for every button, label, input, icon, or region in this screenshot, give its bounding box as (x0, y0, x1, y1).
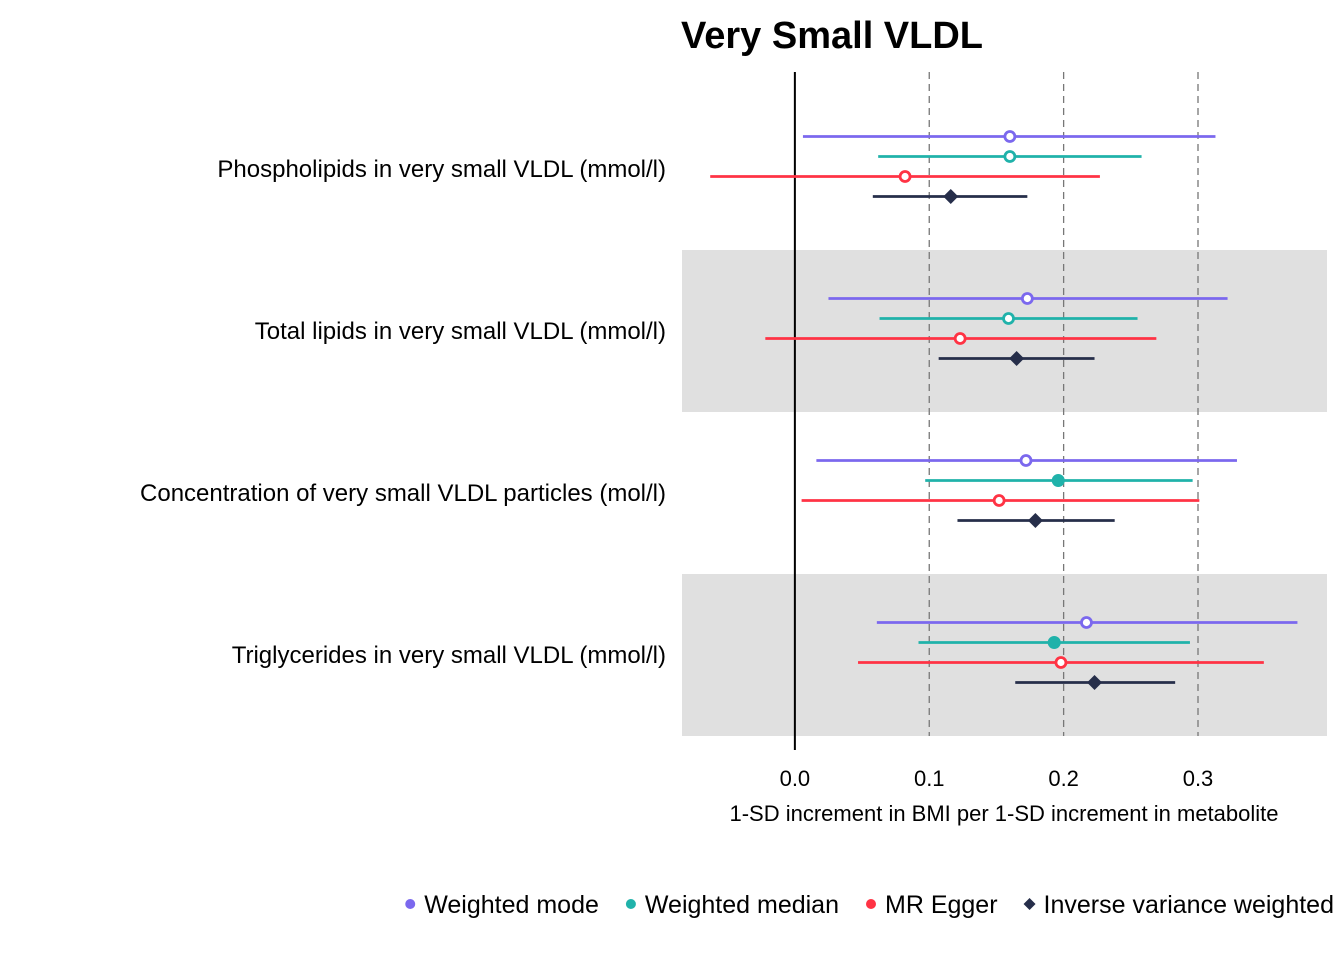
x-axis-ticks: 0.0 0.1 0.2 0.3 (780, 766, 1214, 791)
point-estimate (1003, 150, 1017, 163)
category-label: Concentration of very small VLDL particl… (140, 480, 666, 507)
legend-label: MR Egger (885, 891, 998, 919)
x-tick-label: 0.1 (914, 766, 945, 791)
series-layer (710, 130, 1298, 690)
legend-item: Weighted mode (405, 891, 599, 919)
point-estimate (943, 189, 959, 204)
series-group (802, 130, 1298, 629)
x-tick-label: 0.0 (780, 766, 811, 791)
point-estimate (1027, 513, 1043, 528)
legend-label: Weighted mode (424, 891, 599, 919)
gridlines (793, 72, 1199, 750)
legend-key-dot (866, 899, 876, 909)
point-estimate (1020, 292, 1034, 305)
series-group (878, 150, 1193, 649)
legend-item: MR Egger (866, 891, 998, 919)
legend: Weighted mode Weighted median MR Egger Inve… (405, 891, 1334, 919)
legend-item: Inverse variance weighted (1023, 891, 1334, 919)
category-band (682, 250, 1327, 412)
legend-key-dot (625, 899, 636, 909)
legend-key-dot (405, 899, 416, 909)
category-bands (682, 250, 1327, 736)
category-labels: Phospholipids in very small VLDL (mmol/l… (140, 156, 666, 669)
point-estimate (953, 332, 967, 345)
point-estimate (1002, 312, 1015, 325)
chart-title: Very Small VLDL (681, 15, 983, 57)
x-axis-title: 1-SD increment in BMI per 1-SD increment… (730, 801, 1279, 826)
point-estimate (1054, 656, 1068, 669)
category-label: Triglycerides in very small VLDL (mmol/l… (232, 642, 666, 669)
series-group (710, 170, 1264, 669)
point-estimate (1087, 675, 1103, 690)
point-estimate (898, 170, 912, 183)
point-estimate (1003, 130, 1017, 143)
x-tick-label: 0.2 (1048, 766, 1079, 791)
legend-key-diamond (1023, 898, 1036, 910)
legend-label: Weighted median (645, 891, 839, 919)
point-estimate (1080, 616, 1093, 629)
category-label: Phospholipids in very small VLDL (mmol/l… (217, 156, 666, 183)
category-band (682, 574, 1327, 736)
legend-label: Inverse variance weighted (1044, 891, 1334, 919)
point-estimate (1009, 351, 1025, 366)
point-estimate (1047, 636, 1061, 649)
point-estimate (1051, 474, 1065, 487)
legend-item: Weighted median (625, 891, 839, 919)
point-estimate (992, 494, 1006, 507)
category-label: Total lipids in very small VLDL (mmol/l) (255, 318, 666, 345)
x-tick-label: 0.3 (1183, 766, 1214, 791)
point-estimate (1019, 454, 1033, 467)
series-group (872, 189, 1176, 690)
